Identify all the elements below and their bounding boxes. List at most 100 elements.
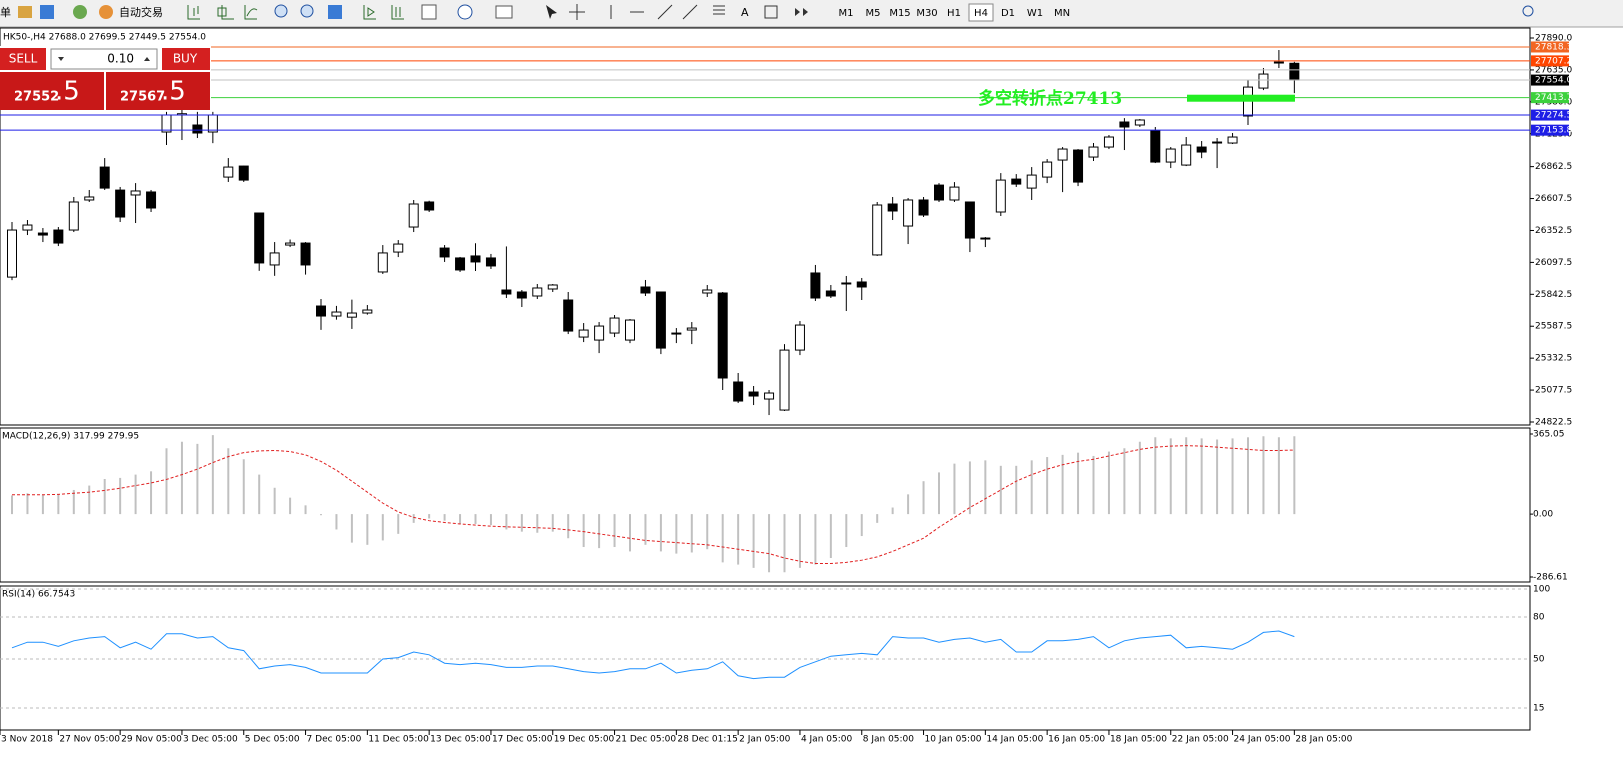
level-tag — [1531, 74, 1569, 86]
lots[interactable]: 0.10 — [107, 52, 134, 66]
icon[interactable] — [99, 5, 113, 19]
timeframes: M1 M5 M15 M30 H1 H4 D1 W1 MN — [839, 3, 1070, 22]
label-tool[interactable] — [764, 5, 778, 19]
candle-body — [1042, 161, 1053, 178]
icon[interactable] — [18, 6, 32, 18]
timeframe[interactable]: MN — [1054, 8, 1070, 19]
sell-text[interactable]: SELL — [9, 52, 38, 66]
price-panel — [0, 27, 1531, 426]
candle-body — [964, 201, 975, 239]
candle-body — [841, 282, 852, 285]
arrows[interactable] — [795, 8, 808, 16]
candle-body — [1165, 148, 1176, 163]
candle-body — [949, 186, 960, 201]
timeframe[interactable]: M5 — [866, 8, 881, 19]
level-tag — [1531, 41, 1569, 53]
toolbar-icons: 单 自动交易 A — [0, 4, 1534, 20]
menu-text[interactable]: 单 — [0, 6, 11, 19]
candle-body — [115, 189, 126, 218]
search[interactable] — [1522, 5, 1534, 17]
zoom-out[interactable] — [300, 4, 314, 18]
candle-body — [1057, 148, 1068, 161]
candle-body — [980, 237, 991, 240]
candle-body — [22, 224, 33, 231]
candle-body — [856, 281, 867, 288]
candle-body — [903, 199, 914, 227]
trade-panel: SELL 0.10 BUY 27552 .5 27567 .5 — [0, 46, 211, 110]
candle-body — [547, 284, 558, 290]
axes: 27890.027635.027380.027125.026862.526607… — [0, 34, 1572, 745]
indicators[interactable] — [421, 4, 437, 20]
level-tag-label: 27818.3 — [1535, 42, 1572, 52]
x-tick-label: 8 Jan 05:00 — [863, 735, 915, 745]
macd-label: MACD(12,26,9) 317.99 279.95 — [2, 432, 139, 442]
candle-body — [238, 165, 249, 181]
candle-body — [485, 257, 496, 267]
timeframe[interactable]: M1 — [839, 8, 854, 19]
candle-body — [346, 312, 357, 318]
candle-body — [779, 349, 790, 411]
candle-body — [130, 190, 141, 196]
level-tag-label: 27554.0 — [1535, 76, 1572, 86]
rsi-tick-label: 50 — [1533, 655, 1545, 665]
buy-button[interactable] — [162, 48, 210, 70]
timeframe[interactable]: H4 — [974, 8, 988, 19]
periods[interactable] — [457, 4, 473, 20]
x-tick-label: 29 Nov 05:00 — [121, 735, 182, 745]
level-tag — [1531, 109, 1569, 121]
zoom-in[interactable] — [274, 4, 288, 18]
auto-trade[interactable]: 自动交易 — [119, 5, 163, 19]
icon[interactable] — [73, 5, 87, 19]
candle-body — [532, 287, 543, 297]
y-tick-label: 25077.5 — [1535, 386, 1572, 396]
buy-price-frac[interactable]: .5 — [161, 77, 186, 107]
draw-tools[interactable] — [569, 4, 725, 20]
sell-button[interactable] — [0, 48, 46, 70]
candle-body — [1212, 141, 1223, 144]
macd-tick-label: 365.05 — [1533, 430, 1565, 440]
x-tick-label: 5 Dec 05:00 — [245, 735, 300, 745]
candle-body — [439, 247, 450, 258]
level-tag-label: 27413.7 — [1535, 93, 1572, 103]
chart-type-icons[interactable] — [187, 5, 258, 20]
candle-body — [918, 199, 929, 216]
sell-price-frac[interactable]: .5 — [55, 77, 80, 107]
candle-body — [1150, 130, 1161, 163]
rsi-tick-label: 100 — [1533, 585, 1550, 595]
icon[interactable] — [40, 5, 54, 19]
cursor[interactable] — [546, 5, 557, 19]
candle-body — [717, 292, 728, 379]
active-timeframe[interactable] — [968, 3, 994, 22]
y-tick-label: 27635.0 — [1535, 65, 1572, 75]
lots-box[interactable] — [50, 48, 158, 70]
scroll-icons[interactable] — [363, 5, 404, 20]
templates[interactable] — [495, 5, 513, 19]
sell-price[interactable]: 27552 — [14, 90, 59, 105]
x-tick-label: 3 Dec 05:00 — [183, 735, 238, 745]
buy-price[interactable]: 27567 — [120, 90, 165, 105]
level-tag — [1531, 124, 1569, 136]
timeframe[interactable]: M15 — [889, 8, 910, 19]
y-tick-label: 27890.0 — [1535, 34, 1572, 44]
buy-text[interactable]: BUY — [173, 52, 198, 66]
candle-body — [53, 229, 64, 244]
y-tick-label: 26097.5 — [1535, 258, 1572, 268]
macd-tick-label: 0.00 — [1533, 510, 1553, 520]
tile[interactable] — [328, 5, 342, 19]
text-tool[interactable]: A — [741, 6, 749, 19]
x-tick-label: 14 Jan 05:00 — [986, 735, 1043, 745]
buy-price-box[interactable] — [106, 72, 210, 110]
candle-body — [810, 272, 821, 299]
candle-body — [362, 309, 373, 314]
sell-price-box[interactable] — [0, 72, 104, 110]
y-tick-label: 25587.5 — [1535, 322, 1572, 332]
x-tick-label: 28 Dec 01:15 — [677, 735, 738, 745]
candle-body — [161, 114, 172, 133]
timeframe[interactable]: D1 — [1001, 8, 1015, 19]
timeframe[interactable]: M30 — [916, 8, 937, 19]
candle-body — [1026, 174, 1037, 189]
timeframe[interactable]: H1 — [947, 8, 961, 19]
timeframe[interactable]: W1 — [1027, 8, 1043, 19]
x-tick-label: 17 Dec 05:00 — [492, 735, 553, 745]
x-tick-label: 13 Dec 05:00 — [430, 735, 491, 745]
